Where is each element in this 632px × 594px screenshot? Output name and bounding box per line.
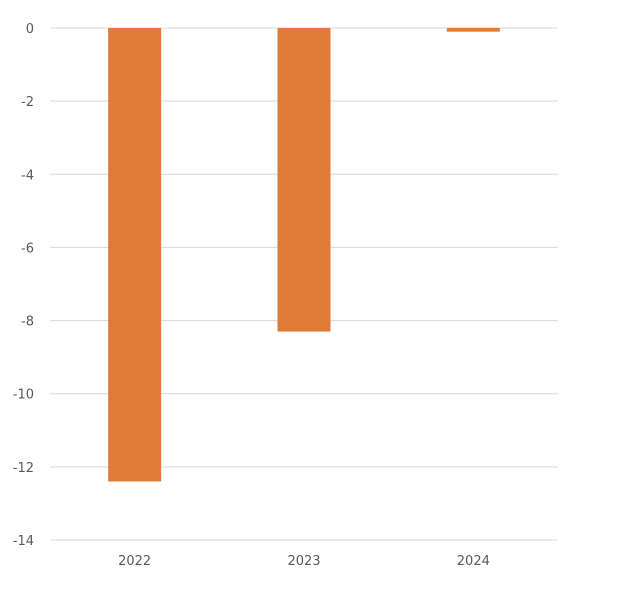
bars <box>108 28 500 482</box>
y-tick-label: -2 <box>21 95 34 110</box>
y-tick-label: -8 <box>21 315 34 330</box>
y-tick-label: -12 <box>13 461 34 476</box>
x-tick-label: 2024 <box>457 554 490 569</box>
bar-2023 <box>277 28 331 332</box>
y-tick-label: 0 <box>26 22 34 37</box>
y-tick-label: -10 <box>13 388 34 403</box>
x-axis-ticks: 2022 2023 2024 <box>118 554 490 569</box>
y-axis-ticks: 0 -2 -4 -6 -8 -10 -12 -14 <box>13 22 34 549</box>
bar-2022 <box>108 28 162 482</box>
x-tick-label: 2023 <box>287 554 320 569</box>
bar-2024 <box>446 28 500 32</box>
y-tick-label: -4 <box>21 168 34 183</box>
x-tick-label: 2022 <box>118 554 151 569</box>
y-tick-label: -6 <box>21 241 34 256</box>
y-tick-label: -14 <box>13 534 34 549</box>
